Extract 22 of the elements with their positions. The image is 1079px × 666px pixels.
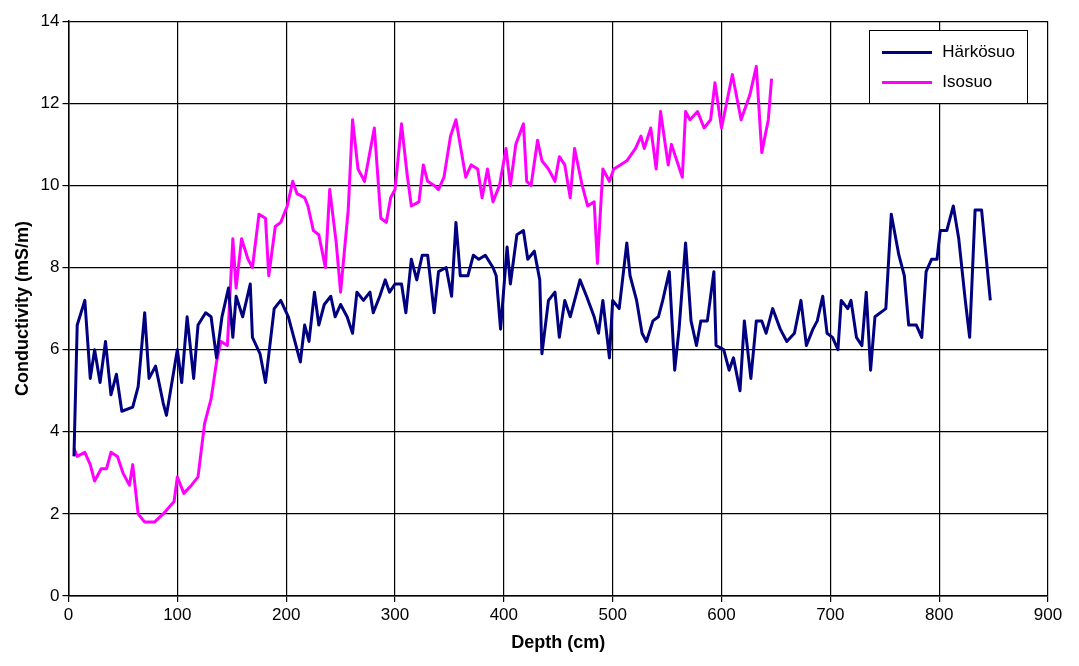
legend-label: Härkösuo: [942, 42, 1015, 62]
y-tick-label: 2: [50, 503, 60, 523]
y-axis-title: Conductivity (mS/m): [11, 221, 32, 397]
x-axis-title: Depth (cm): [511, 632, 606, 653]
y-tick-label: 14: [40, 10, 60, 30]
x-tick-label: 100: [163, 604, 192, 624]
x-tick-label: 400: [489, 604, 519, 624]
y-tick-label: 6: [50, 339, 60, 359]
y-tick-label: 4: [50, 421, 60, 441]
x-tick-label: 0: [63, 604, 74, 624]
x-tick-label: 600: [707, 604, 736, 624]
x-tick-label: 800: [924, 604, 954, 624]
y-tick-label: 0: [50, 585, 60, 605]
x-tick-label: 200: [271, 604, 301, 624]
x-tick-label: 500: [598, 604, 627, 624]
y-tick-label: 12: [40, 93, 60, 112]
x-tick-label: 300: [380, 604, 410, 624]
y-tick-label: 10: [40, 175, 60, 195]
x-tick-label: 700: [816, 604, 845, 624]
x-tick-label: 900: [1033, 604, 1063, 624]
y-tick-label: 8: [50, 257, 60, 277]
legend-label: Isosuo: [942, 72, 993, 92]
